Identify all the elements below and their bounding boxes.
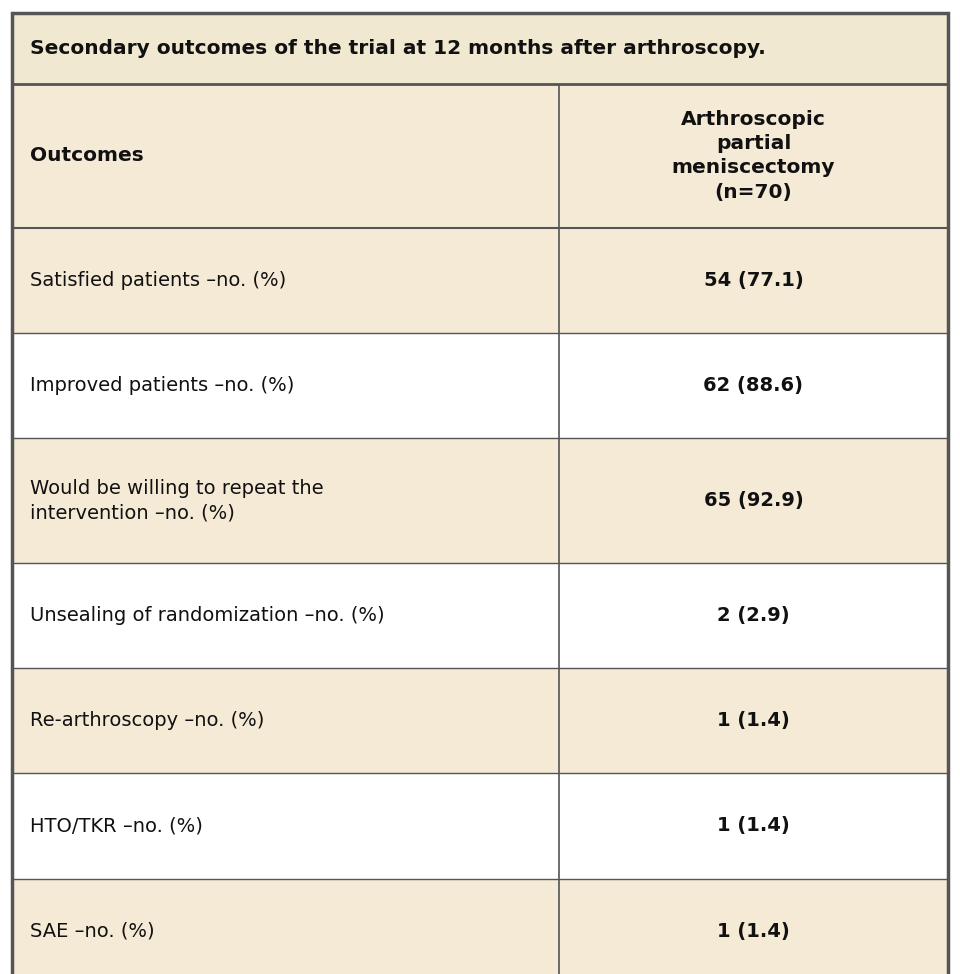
Text: Improved patients –no. (%): Improved patients –no. (%) (30, 376, 294, 395)
Text: Arthroscopic
partial
meniscectomy
(n=70): Arthroscopic partial meniscectomy (n=70) (672, 110, 835, 202)
Text: Unsealing of randomization –no. (%): Unsealing of randomization –no. (%) (30, 606, 384, 625)
Bar (12, 228, 948, 333)
Bar (12, 879, 948, 974)
Text: Satisfied patients –no. (%): Satisfied patients –no. (%) (30, 271, 286, 290)
Text: 2 (2.9): 2 (2.9) (717, 606, 790, 625)
Bar (12, 438, 948, 563)
Text: 1 (1.4): 1 (1.4) (717, 921, 790, 941)
Text: Would be willing to repeat the
intervention –no. (%): Would be willing to repeat the intervent… (30, 478, 324, 523)
Text: 62 (88.6): 62 (88.6) (704, 376, 804, 395)
Text: Re-arthroscopy –no. (%): Re-arthroscopy –no. (%) (30, 711, 264, 730)
Bar (12, 563, 948, 668)
Text: SAE –no. (%): SAE –no. (%) (30, 921, 155, 941)
Bar (12, 333, 948, 438)
Bar (12, 13, 948, 84)
Text: HTO/TKR –no. (%): HTO/TKR –no. (%) (30, 816, 203, 836)
Bar (12, 84, 948, 228)
Text: Outcomes: Outcomes (30, 146, 143, 166)
Text: 1 (1.4): 1 (1.4) (717, 816, 790, 836)
Text: 54 (77.1): 54 (77.1) (704, 271, 804, 290)
Bar (12, 773, 948, 879)
Text: Secondary outcomes of the trial at 12 months after arthroscopy.: Secondary outcomes of the trial at 12 mo… (30, 39, 765, 57)
Text: 1 (1.4): 1 (1.4) (717, 711, 790, 730)
Text: 65 (92.9): 65 (92.9) (704, 491, 804, 510)
Bar (12, 668, 948, 773)
